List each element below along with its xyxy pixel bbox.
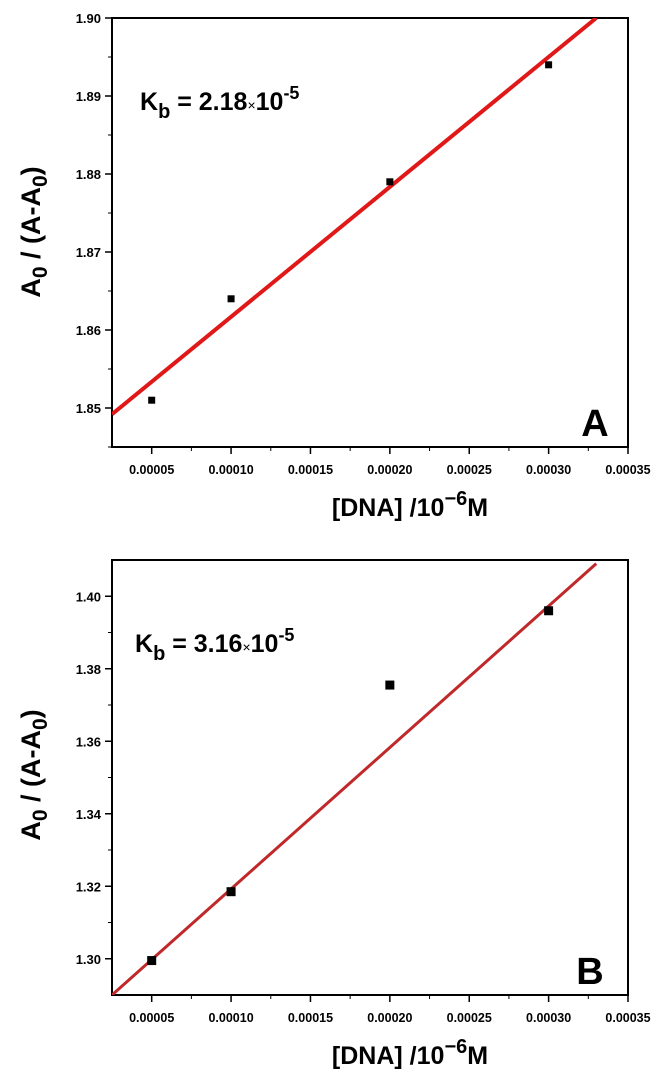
kb-symbol: K [140, 88, 158, 116]
times-sign: × [247, 97, 255, 113]
x-tick-label: 0.00005 [129, 463, 174, 477]
x-axis-label: [DNA] /10−6M [332, 1036, 488, 1070]
y-tick-label: 1.32 [76, 879, 101, 894]
y-tick-label: 1.38 [76, 662, 101, 677]
data-point [545, 61, 553, 69]
x-tick-label: 0.00005 [129, 1011, 174, 1025]
x-axis-label-main: [DNA] /10 [332, 494, 445, 522]
y-tick-label: 1.36 [76, 734, 101, 749]
x-tick-label: 0.00015 [288, 463, 333, 477]
y-axis-label: A0 / (A-A0) [16, 709, 52, 840]
y-axis-label-a: A [16, 821, 46, 841]
fit-line [112, 562, 598, 995]
kb-value: = 3.16 [165, 630, 242, 658]
y-axis-label-end: ) [16, 709, 46, 718]
y-axis-label-sub1: 0 [29, 809, 52, 821]
x-tick-label: 0.00010 [208, 1011, 253, 1025]
x-tick-label: 0.00025 [447, 1011, 492, 1025]
kb-annotation: Kb = 3.16×10-5 [135, 625, 294, 665]
y-tick-label: 1.34 [76, 807, 102, 822]
x-tick-label: 0.00010 [208, 463, 253, 477]
kb-base: 10 [251, 630, 279, 658]
plot-frame [111, 17, 629, 448]
y-tick-label: 1.88 [76, 167, 101, 182]
plot-frame [111, 559, 629, 996]
y-axis-label-sub2: 0 [29, 718, 52, 730]
fit-line [112, 18, 598, 416]
x-tick-label: 0.00020 [367, 463, 412, 477]
kb-base: 10 [256, 88, 284, 116]
y-axis-label-sub1: 0 [29, 266, 52, 278]
y-tick-label: 1.30 [76, 952, 101, 967]
kb-exponent: -5 [283, 83, 299, 103]
y-tick-label: 1.90 [76, 11, 101, 26]
data-point [148, 396, 156, 404]
x-axis-label-unit: M [467, 1042, 488, 1070]
data-point [147, 956, 157, 966]
data-point [227, 295, 235, 303]
kb-subscript: b [153, 643, 165, 665]
x-tick-label: 0.00035 [605, 1011, 650, 1025]
data-point [386, 178, 394, 186]
y-tick-label: 1.89 [76, 89, 101, 104]
y-axis-label-end: ) [16, 166, 46, 175]
x-tick-label: 0.00035 [605, 463, 650, 477]
x-axis-label: [DNA] /10−6M [332, 488, 488, 522]
y-axis-label-mid: / (A-A [16, 187, 46, 266]
kb-annotation: Kb = 2.18×10-5 [140, 83, 299, 123]
y-axis-label-a: A [16, 278, 46, 298]
x-tick-label: 0.00015 [288, 1011, 333, 1025]
y-tick-label: 1.85 [76, 401, 101, 416]
kb-exponent: -5 [278, 625, 294, 645]
panel-label: A [581, 403, 608, 445]
y-tick-label: 1.87 [76, 245, 101, 260]
x-tick-label: 0.00030 [526, 463, 571, 477]
x-axis-label-exponent: −6 [444, 488, 467, 510]
data-point [385, 680, 395, 690]
y-tick-label: 1.86 [76, 323, 101, 338]
x-axis-label-exponent: −6 [444, 1036, 467, 1058]
chart-panel-a: 0.00005 0.00010 0.00015 0.00020 0.00025 0.000… [16, 11, 651, 522]
x-tick-label: 0.00030 [526, 1011, 571, 1025]
y-axis-label-sub2: 0 [29, 175, 52, 187]
times-sign: × [242, 639, 250, 655]
kb-subscript: b [158, 101, 170, 123]
y-axis-label-mid: / (A-A [16, 730, 46, 809]
y-tick-label: 1.40 [76, 589, 101, 604]
x-axis-label-main: [DNA] /10 [332, 1042, 445, 1070]
panel-label: B [576, 951, 603, 993]
x-tick-label: 0.00020 [367, 1011, 412, 1025]
kb-value: = 2.18 [170, 88, 247, 116]
chart-panel-b: 0.00005 0.00010 0.00015 0.00020 0.00025 0.000… [16, 559, 651, 1070]
y-axis-label: A0 / (A-A0) [16, 166, 52, 297]
x-axis-label-unit: M [467, 494, 488, 522]
data-point [544, 606, 554, 616]
kb-symbol: K [135, 630, 153, 658]
x-tick-label: 0.00025 [447, 463, 492, 477]
data-point [226, 887, 236, 897]
